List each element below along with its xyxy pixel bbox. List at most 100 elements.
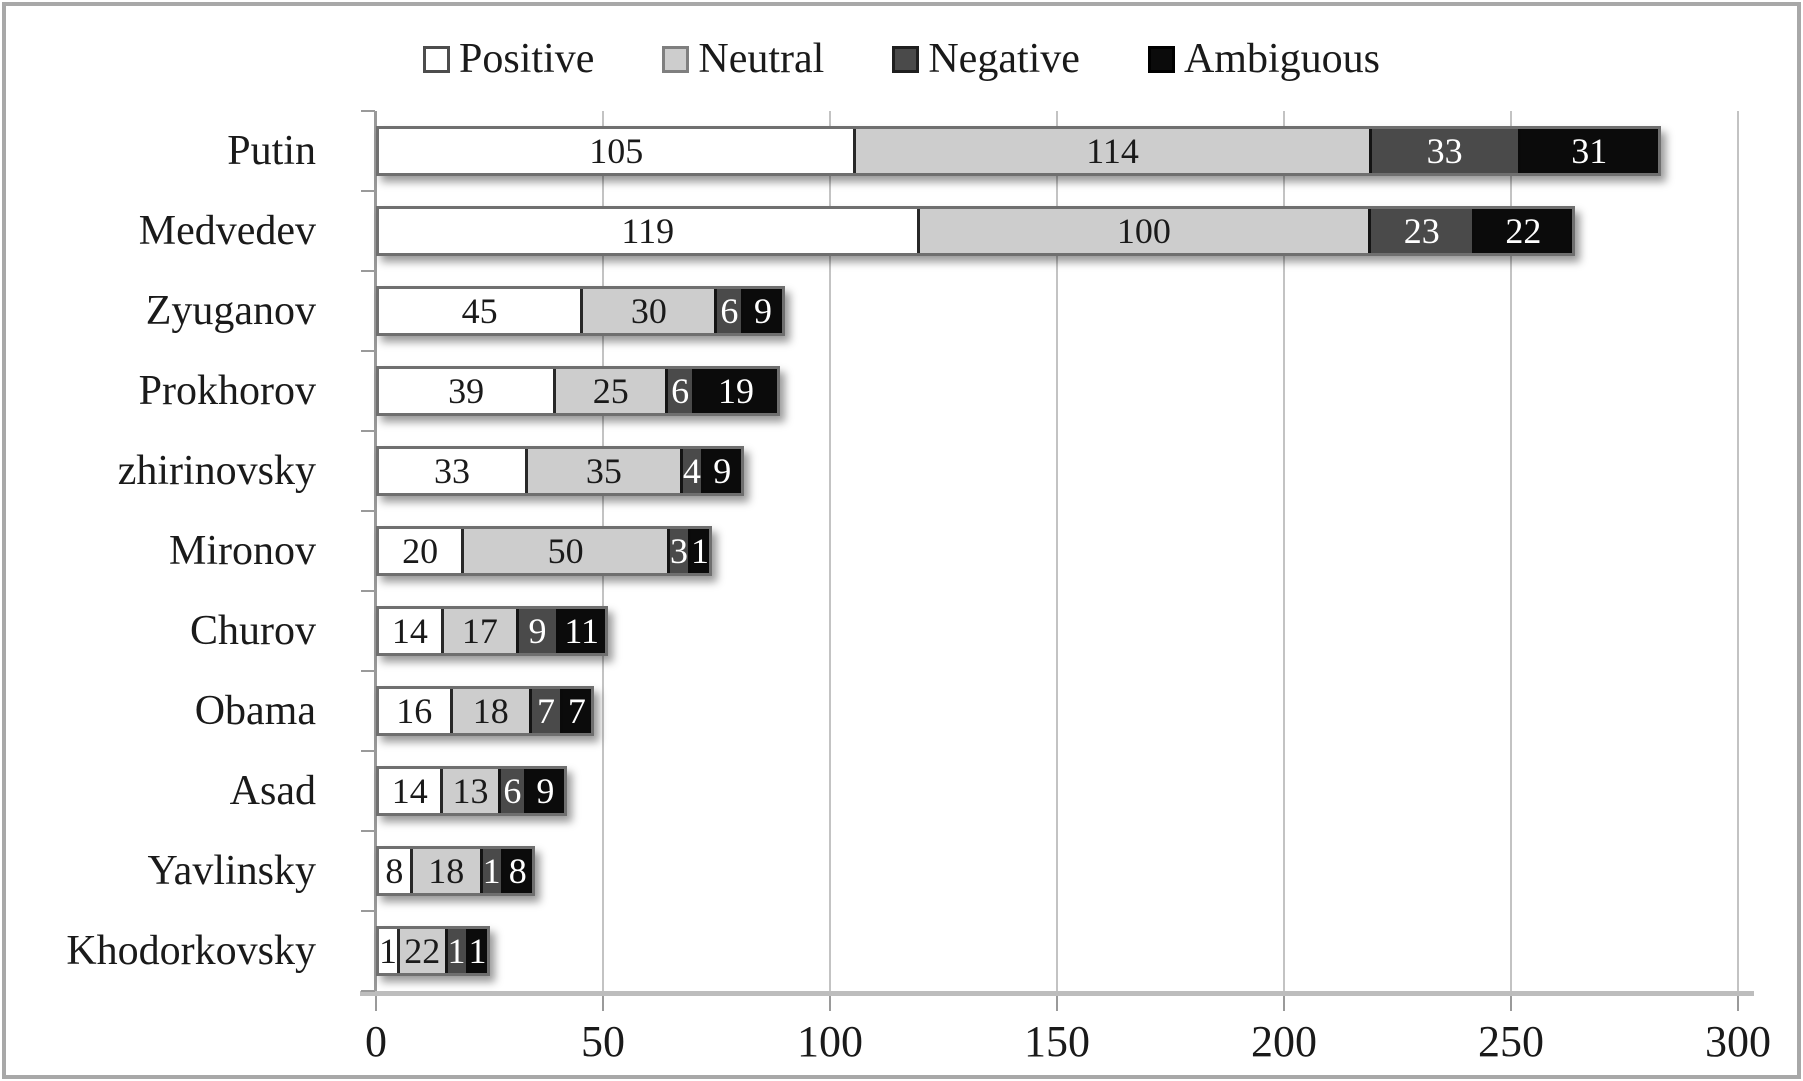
- x-tick-label: 300: [1705, 1017, 1771, 1066]
- bar-segment-positive: 14: [379, 609, 441, 653]
- bar-segment-neutral: 30: [580, 289, 715, 333]
- bar-value-label: 33: [1426, 131, 1463, 171]
- bar-segment-neutral: 18: [449, 689, 530, 733]
- bar-row: 39 25 6 19: [376, 366, 781, 416]
- bar-value-label: 1: [379, 931, 397, 971]
- bar-segment-negative: 6: [497, 769, 525, 813]
- x-axis-tick: [829, 996, 831, 1011]
- y-axis-tick: [361, 750, 375, 752]
- bar-segment-positive: 105: [379, 129, 854, 173]
- bar-segment-negative: 1: [444, 929, 466, 973]
- category-label: Medvedev: [138, 208, 316, 254]
- y-axis-tick: [361, 510, 375, 512]
- bar-segment-negative: 6: [714, 289, 742, 333]
- category-label: Putin: [227, 128, 316, 174]
- bar-value-label: 14: [391, 611, 428, 651]
- bar-value-label: 9: [528, 611, 547, 651]
- category-label: Obama: [194, 688, 316, 734]
- x-axis-tick: [1737, 996, 1739, 1011]
- bar-segment-negative: 23: [1368, 209, 1473, 253]
- bar-value-label: 45: [461, 291, 498, 331]
- bar-row: 105 114 33 31: [376, 126, 1661, 176]
- bar-segment-negative: 1: [479, 849, 501, 893]
- bar-row: 33 35 4 9: [376, 446, 744, 496]
- category-label: Khodorkovsky: [66, 928, 316, 974]
- legend-item-ambiguous: Ambiguous: [1147, 36, 1380, 82]
- bar-segment-neutral: 50: [461, 529, 667, 573]
- legend-swatch-positive-icon: [423, 45, 451, 73]
- bar-value-label: 25: [592, 371, 629, 411]
- legend-item-neutral: Neutral: [662, 38, 824, 80]
- bar-segment-ambiguous: 9: [524, 769, 564, 813]
- bar-segment-positive: 16: [379, 689, 450, 733]
- category-label: Prokhorov: [138, 368, 316, 414]
- x-axis-line: [360, 991, 1754, 996]
- x-gridline: [1510, 111, 1512, 991]
- bar-value-label: 50: [547, 531, 584, 571]
- legend-label: Positive: [459, 36, 595, 82]
- bar-value-label: 8: [508, 851, 527, 891]
- bar-value-label: 9: [713, 451, 732, 491]
- y-axis-tick: [361, 270, 375, 272]
- plot-area: 0 50 100 150 200 250 300 105 114 33 31 119 100 23 22 45…: [360, 110, 1771, 1066]
- bar-value-label: 4: [682, 451, 701, 491]
- bar-segment-positive: 8: [379, 849, 410, 893]
- category-label: Mironov: [169, 528, 316, 574]
- bar-segment-negative: 9: [516, 609, 556, 653]
- bar-segment-ambiguous: 8: [500, 849, 532, 893]
- bar-value-label: 17: [461, 611, 498, 651]
- bar-segment-positive: 45: [379, 289, 581, 333]
- bar-segment-ambiguous: 22: [1472, 209, 1572, 253]
- bar-value-label: 9: [536, 771, 555, 811]
- bar-value-label: 6: [720, 291, 739, 331]
- bar-segment-positive: 20: [379, 529, 462, 573]
- bar-value-label: 1: [690, 531, 709, 571]
- legend-item-positive: Positive: [423, 38, 594, 80]
- bar-segment-negative: 7: [529, 689, 560, 733]
- y-axis-tick: [361, 590, 375, 592]
- y-axis-tick: [361, 990, 375, 992]
- bar-value-label: 35: [585, 451, 622, 491]
- x-gridline: [829, 111, 831, 991]
- x-gridline: [1283, 111, 1285, 991]
- legend-label: Ambiguous: [1183, 36, 1380, 82]
- legend-item-negative: Negative: [892, 38, 1080, 80]
- bar-segment-neutral: 17: [440, 609, 517, 653]
- bar-row: 14 17 9 11: [376, 606, 608, 656]
- bar-segment-positive: 1: [379, 929, 397, 973]
- legend-swatch-neutral-icon: [662, 45, 690, 73]
- bar-value-label: 6: [503, 771, 522, 811]
- bar-value-label: 14: [391, 771, 428, 811]
- bar-row: 1 22 1 1: [376, 926, 490, 976]
- bar-segment-ambiguous: 9: [741, 289, 782, 333]
- y-axis-tick: [361, 670, 375, 672]
- bar-segment-ambiguous: 19: [692, 369, 778, 413]
- y-axis-tick: [361, 350, 375, 352]
- bar-segment-negative: 3: [666, 529, 688, 573]
- x-tick-label: 150: [1024, 1017, 1090, 1066]
- bar-value-label: 100: [1116, 211, 1171, 251]
- bar-segment-neutral: 100: [916, 209, 1369, 253]
- bar-value-label: 39: [448, 371, 485, 411]
- bar-segment-ambiguous: 7: [559, 689, 591, 733]
- bar-segment-neutral: 25: [553, 369, 666, 413]
- x-axis-tick: [1510, 996, 1512, 1011]
- bar-segment-neutral: 13: [440, 769, 498, 813]
- category-label: zhirinovsky: [117, 448, 316, 494]
- bar-segment-neutral: 35: [524, 449, 680, 493]
- bar-value-label: 1: [468, 931, 487, 971]
- bar-segment-neutral: 114: [853, 129, 1369, 173]
- bar-segment-ambiguous: 9: [700, 449, 741, 493]
- y-axis-tick: [361, 830, 375, 832]
- y-axis-tick: [361, 190, 375, 192]
- x-tick-label: 0: [365, 1017, 387, 1066]
- category-label: Yavlinsky: [147, 848, 316, 894]
- legend-label: Negative: [928, 36, 1080, 82]
- bar-value-label: 105: [589, 131, 644, 171]
- legend-swatch-negative-icon: [892, 45, 920, 73]
- bar-value-label: 7: [567, 691, 586, 731]
- y-axis-line: [374, 111, 377, 991]
- bar-row: 20 50 3 1: [376, 526, 712, 576]
- bar-row: 8 18 1 8: [376, 846, 535, 896]
